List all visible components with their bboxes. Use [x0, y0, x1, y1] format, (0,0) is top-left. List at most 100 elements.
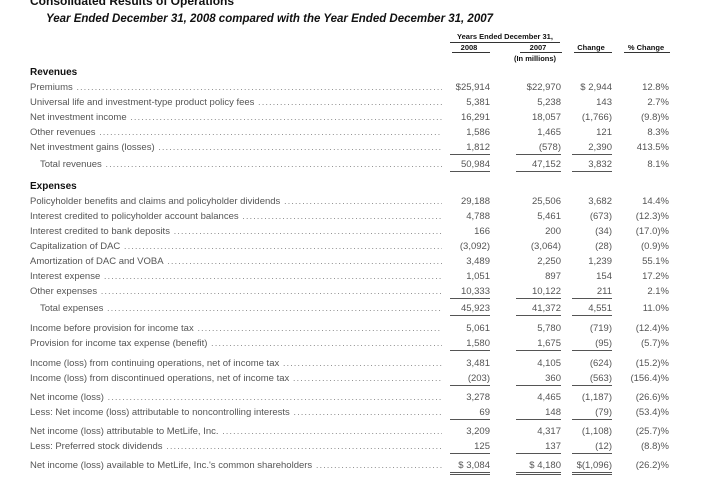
underline-rule — [572, 472, 612, 473]
row-label-text: Income before provision for income tax — [30, 323, 194, 334]
leader-dots: ........................................… — [103, 271, 442, 282]
value-pct-change: 2.1% — [647, 286, 669, 297]
row-label-text: Income (loss) from continuing operations… — [30, 358, 280, 369]
underline-rule — [450, 171, 490, 172]
value-pct-change: 413.5% — [636, 142, 669, 153]
value-2007: (578) — [538, 142, 561, 153]
table-row: Net income (loss) available to MetLife, … — [0, 460, 702, 474]
row-label: Other revenues .........................… — [30, 127, 442, 138]
row-label-text: Universal life and investment-type produ… — [30, 97, 255, 108]
value-change: 143 — [596, 97, 612, 108]
value-2008: 1,586 — [466, 127, 490, 138]
row-label-text: Premiums — [30, 82, 73, 93]
value-2008: (203) — [467, 373, 490, 384]
value-2008: $ 3,084 — [458, 460, 490, 471]
underline-rule — [516, 350, 561, 351]
value-2008: 5,061 — [466, 323, 490, 334]
row-label: Net income (loss) available to MetLife, … — [30, 460, 442, 471]
row-label-text: Other expenses — [30, 286, 98, 297]
row-label-text: Policyholder benefits and claims and pol… — [30, 196, 281, 207]
row-label-text: Amortization of DAC and VOBA — [30, 256, 164, 267]
header-2008-line — [452, 52, 490, 53]
row-label: Other expenses .........................… — [30, 286, 442, 297]
table-row: Interest credited to policyholder accoun… — [0, 211, 702, 225]
row-label: Expenses — [30, 181, 442, 192]
header-in-millions: (In millions) — [513, 54, 557, 63]
table-row: Premiums ...............................… — [0, 82, 702, 96]
value-2007: 4,105 — [537, 358, 561, 369]
row-label-text: Net income (loss) attributable to MetLif… — [30, 426, 219, 437]
leader-dots: ........................................… — [293, 407, 442, 418]
value-change: 4,551 — [588, 303, 612, 314]
value-change: (28) — [595, 241, 612, 252]
value-pct-change: (53.4)% — [635, 407, 669, 418]
total-row: Total expenses .........................… — [0, 303, 702, 317]
value-change: (563) — [589, 373, 612, 384]
subtitle: Year Ended December 31, 2008 compared wi… — [46, 13, 494, 25]
value-change: 2,390 — [588, 142, 612, 153]
table-row: Net income (loss) ......................… — [0, 392, 702, 406]
leader-dots: ........................................… — [315, 460, 442, 471]
header-2008: 2008 — [460, 43, 478, 52]
value-2008: 166 — [474, 226, 490, 237]
value-pct-change: (9.8)% — [641, 112, 669, 123]
leader-dots: ........................................… — [222, 426, 442, 437]
underline-rule — [516, 472, 561, 473]
row-label: Interest expense .......................… — [30, 271, 442, 282]
value-change: (1,766) — [581, 112, 612, 123]
row-label: Amortization of DAC and VOBA ...........… — [30, 256, 442, 267]
row-label-text: Expenses — [30, 181, 77, 192]
table-row: Income (loss) from discontinued operatio… — [0, 373, 702, 387]
header-pct-line — [624, 52, 670, 53]
leader-dots: ........................................… — [292, 373, 442, 384]
underline-rule — [450, 350, 490, 351]
value-pct-change: (0.9)% — [641, 241, 669, 252]
row-label-text: Interest credited to policyholder accoun… — [30, 211, 239, 222]
table-row: Amortization of DAC and VOBA ...........… — [0, 256, 702, 270]
total-row: Total revenues .........................… — [0, 159, 702, 173]
table-row: Universal life and investment-type produ… — [0, 97, 702, 111]
underline-rule — [572, 298, 612, 299]
header-years-ended: Years Ended December 31, — [457, 32, 553, 41]
value-2008: 3,481 — [466, 358, 490, 369]
value-2007: (3,064) — [530, 241, 561, 252]
underline-rule — [450, 419, 490, 420]
row-label: Interest credited to bank deposits .....… — [30, 226, 442, 237]
value-2007: 5,780 — [537, 323, 561, 334]
header-2007-line — [520, 52, 562, 53]
leader-dots: ........................................… — [158, 142, 442, 153]
row-label: Policyholder benefits and claims and pol… — [30, 196, 442, 207]
value-2008: 10,333 — [460, 286, 490, 297]
table-row: Net income (loss) attributable to MetLif… — [0, 426, 702, 440]
table-row: Other revenues .........................… — [0, 127, 702, 141]
value-2008: 45,923 — [460, 303, 490, 314]
value-2008: 4,788 — [466, 211, 490, 222]
value-pct-change: (12.4)% — [635, 323, 669, 334]
value-2007: 18,057 — [531, 112, 561, 123]
leader-dots: ........................................… — [107, 303, 442, 314]
leader-dots: ........................................… — [258, 97, 442, 108]
value-2008: 16,291 — [460, 112, 490, 123]
row-label-text: Net investment income — [30, 112, 127, 123]
row-label: Net income (loss) attributable to MetLif… — [30, 426, 442, 437]
value-pct-change: 2.7% — [647, 97, 669, 108]
section-heading-row: Revenues — [0, 67, 702, 81]
value-change: (34) — [595, 226, 612, 237]
value-2007: 5,238 — [537, 97, 561, 108]
value-change: (673) — [589, 211, 612, 222]
underline-rule — [572, 419, 612, 420]
table-row: Capitalization of DAC ..................… — [0, 241, 702, 255]
value-2007: $ 4,180 — [529, 460, 561, 471]
leader-dots: ........................................… — [197, 323, 442, 334]
value-pct-change: (12.3)% — [635, 211, 669, 222]
leader-dots: ........................................… — [76, 82, 442, 93]
header-pct-change: % Change — [627, 43, 665, 52]
table-row: Interest credited to bank deposits .....… — [0, 226, 702, 240]
leader-dots: ........................................… — [211, 338, 442, 349]
row-label: Premiums ...............................… — [30, 82, 442, 93]
value-2007: 4,465 — [537, 392, 561, 403]
row-label: Interest credited to policyholder accoun… — [30, 211, 442, 222]
value-2007: 47,152 — [531, 159, 561, 170]
value-2008: 69 — [479, 407, 490, 418]
value-pct-change: (8.8)% — [641, 441, 669, 452]
